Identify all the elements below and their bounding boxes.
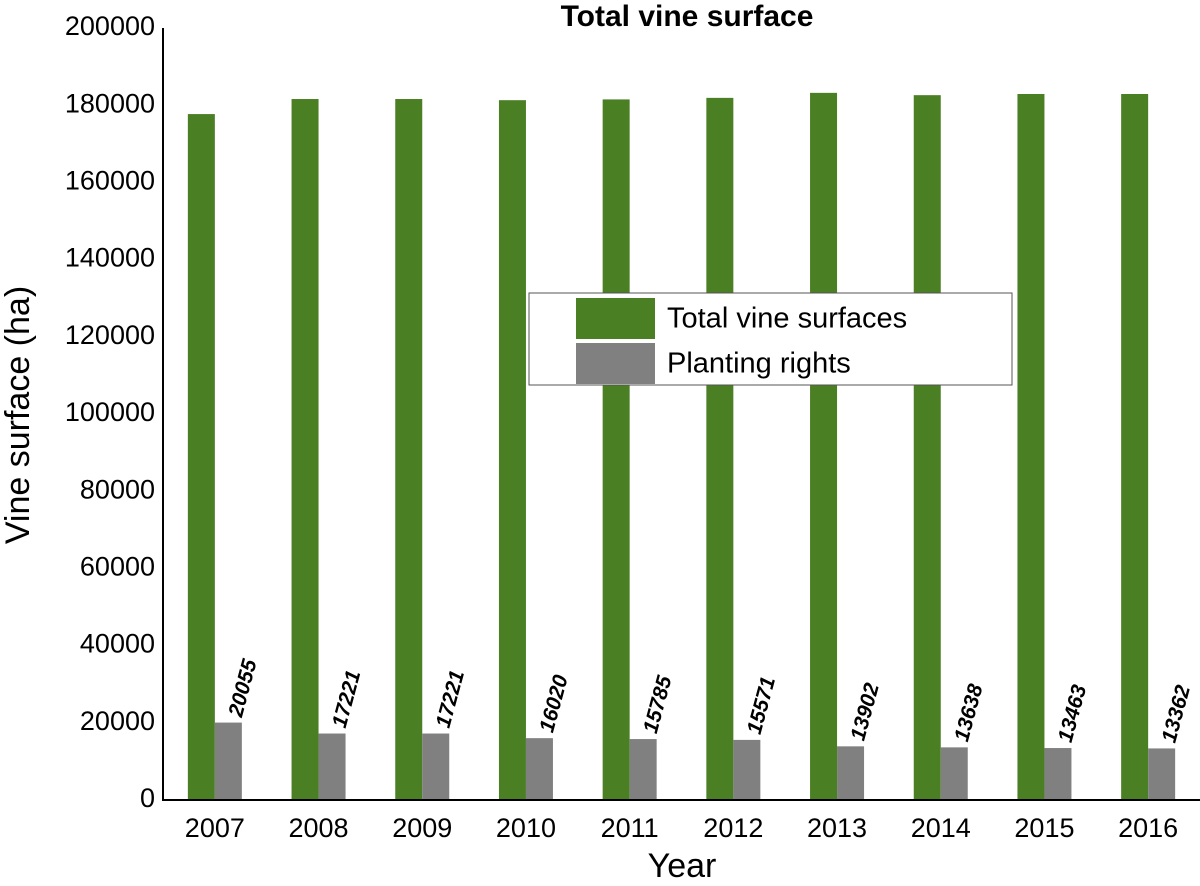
data-label: 15785 (639, 673, 676, 736)
y-axis-label: Vine surface (ha) (0, 286, 37, 544)
bar (602, 99, 630, 800)
legend-swatch (576, 343, 655, 384)
x-tick-label: 2008 (289, 813, 349, 843)
x-tick-label: 2012 (703, 813, 763, 843)
chart-title: Total vine surface (561, 0, 814, 33)
bar (1044, 748, 1072, 800)
y-tick-label: 140000 (65, 243, 155, 273)
data-label: 17221 (432, 668, 469, 730)
bar (1148, 748, 1176, 800)
bar (837, 746, 865, 800)
data-label: 13463 (1054, 682, 1091, 745)
bar (525, 738, 553, 800)
x-tick-label: 2007 (185, 813, 245, 843)
bar (706, 97, 734, 801)
x-axis-label: Year (648, 847, 717, 885)
y-tick-label: 20000 (80, 706, 155, 736)
bar (318, 733, 346, 800)
bar (498, 100, 526, 800)
x-tick-label: 2016 (1118, 813, 1178, 843)
bar (1121, 94, 1149, 801)
y-tick-label: 120000 (65, 320, 155, 350)
legend-swatch (576, 298, 655, 339)
bar (291, 99, 319, 801)
data-label: 20055 (224, 657, 262, 721)
x-tick-label: 2009 (392, 813, 452, 843)
bar (187, 114, 215, 800)
bar (733, 739, 761, 800)
y-tick-label: 40000 (80, 629, 155, 659)
x-tick-label: 2010 (496, 813, 556, 843)
bar (940, 747, 968, 800)
y-tick-label: 0 (140, 783, 155, 813)
legend-label: Planting rights (667, 348, 851, 380)
bar (913, 95, 941, 800)
y-tick-label: 60000 (80, 552, 155, 582)
y-tick-label: 200000 (65, 11, 155, 41)
data-label: 13902 (847, 680, 884, 743)
bar (629, 739, 657, 800)
x-tick-label: 2013 (807, 813, 867, 843)
data-label: 16020 (535, 672, 572, 735)
bar (1017, 94, 1045, 801)
y-tick-label: 80000 (80, 474, 155, 504)
bar (422, 733, 450, 800)
y-tick-label: 160000 (65, 166, 155, 196)
bar (395, 99, 423, 801)
x-tick-label: 2011 (601, 813, 659, 843)
x-tick-label: 2015 (1014, 813, 1074, 843)
data-label: 13362 (1158, 682, 1195, 745)
data-label: 13638 (950, 681, 987, 744)
y-tick-label: 100000 (65, 397, 155, 427)
x-tick-label: 2014 (911, 813, 971, 843)
bar (214, 722, 242, 800)
bar (810, 92, 838, 800)
y-tick-label: 180000 (65, 88, 155, 118)
data-label: 17221 (328, 668, 365, 730)
data-label: 15571 (743, 674, 780, 736)
legend-label: Total vine surfaces (667, 303, 907, 335)
